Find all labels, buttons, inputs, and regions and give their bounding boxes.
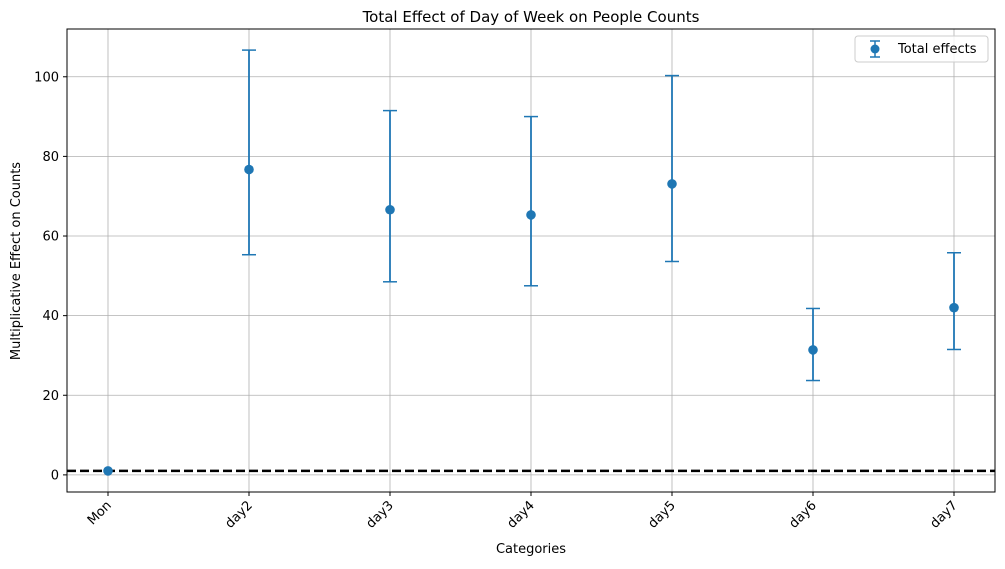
legend-box — [854, 35, 989, 63]
y-tick-label: 0 — [51, 468, 59, 483]
chart-title: Total Effect of Day of Week on People Co… — [362, 8, 700, 26]
data-point — [103, 466, 113, 476]
y-axis: 0 20 40 60 80 100 — [34, 70, 67, 483]
data-point — [244, 164, 254, 175]
x-axis-label: Categories — [496, 542, 566, 557]
y-tick-label: 40 — [42, 309, 59, 324]
x-tick-label: Mon — [85, 498, 115, 528]
data-point — [808, 345, 818, 355]
x-tick-label: day4 — [504, 498, 537, 531]
y-axis-label: Multiplicative Effect on Counts — [9, 162, 24, 360]
x-tick-label: day2 — [222, 498, 255, 531]
legend: Total effects — [854, 35, 989, 63]
data-point — [385, 204, 395, 215]
legend-label: Total effects — [897, 42, 977, 57]
x-axis: Mon day2 day3 day4 day5 day6 day7 — [85, 492, 961, 532]
data-point — [949, 302, 959, 313]
x-tick-label: day3 — [363, 498, 396, 531]
data-point — [667, 179, 677, 189]
y-tick-label: 100 — [34, 70, 59, 85]
legend-marker-icon — [870, 44, 880, 54]
x-tick-label: day6 — [786, 498, 819, 531]
y-tick-label: 20 — [42, 389, 59, 404]
x-tick-label: day5 — [645, 498, 678, 531]
data-point — [526, 210, 536, 220]
data-layer — [103, 49, 961, 476]
y-tick-label: 60 — [42, 230, 59, 245]
x-tick-label: day7 — [927, 498, 960, 531]
y-tick-label: 80 — [42, 150, 59, 165]
